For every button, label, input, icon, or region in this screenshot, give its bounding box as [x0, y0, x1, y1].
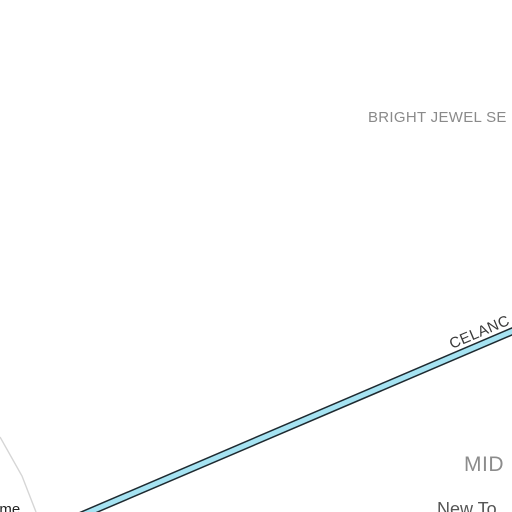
- highway-fill: [82, 328, 512, 512]
- minor-road: [0, 436, 37, 512]
- highway[interactable]: [79, 327, 512, 512]
- area-label: BRIGHT JEWEL SE: [368, 109, 507, 126]
- sub-district-label: New To: [437, 499, 497, 512]
- district-label: MID: [464, 453, 504, 476]
- highway-casing: [79, 327, 512, 512]
- street-label: ime: [0, 501, 20, 512]
